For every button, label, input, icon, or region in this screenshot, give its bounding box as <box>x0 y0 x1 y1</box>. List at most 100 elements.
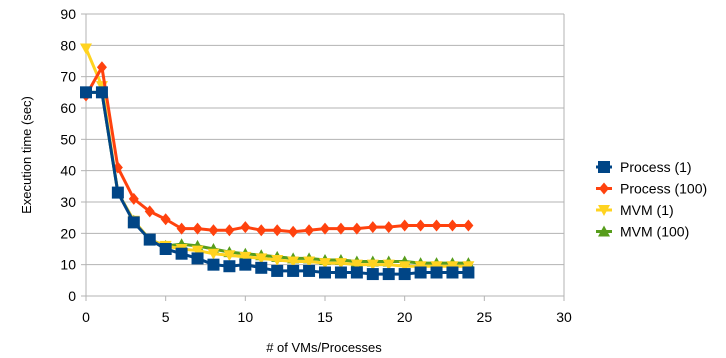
data-point <box>239 251 252 263</box>
legend-label: Process (1) <box>620 159 692 175</box>
legend-marker <box>598 161 610 173</box>
y-tick-label: 80 <box>60 37 76 53</box>
data-point <box>191 252 204 265</box>
data-point <box>463 219 474 232</box>
legend-label: MVM (100) <box>620 224 689 240</box>
data-point <box>207 248 220 260</box>
data-point <box>320 222 330 235</box>
data-point <box>304 224 315 237</box>
data-point <box>382 268 395 281</box>
legend-item: MVM (1) <box>596 202 674 218</box>
data-point <box>398 268 411 281</box>
data-point <box>95 86 108 99</box>
data-point <box>80 86 92 99</box>
data-point <box>223 250 236 262</box>
data-point <box>334 266 347 279</box>
y-tick-label: 90 <box>60 6 76 22</box>
data-point <box>144 205 155 218</box>
y-tick-label: 40 <box>60 163 76 179</box>
data-point <box>319 266 331 279</box>
data-point <box>462 266 475 279</box>
data-point <box>96 61 107 74</box>
data-point <box>239 258 252 271</box>
data-point <box>415 219 426 232</box>
data-point <box>127 216 140 229</box>
data-point <box>191 245 204 257</box>
data-point <box>272 224 283 237</box>
y-tick-label: 30 <box>60 194 76 210</box>
y-tick-label: 0 <box>68 288 76 304</box>
data-point <box>255 253 268 265</box>
legend-marker <box>598 205 610 216</box>
legend-marker <box>598 225 610 237</box>
data-point <box>111 186 124 199</box>
y-tick-label: 60 <box>60 100 76 116</box>
data-point <box>159 243 172 255</box>
data-point <box>431 219 442 232</box>
x-tick-label: 15 <box>317 309 333 325</box>
data-point <box>447 219 458 232</box>
x-tick-label: 5 <box>162 309 170 325</box>
data-point <box>350 266 363 279</box>
y-tick-label: 20 <box>60 225 76 241</box>
data-point <box>319 258 331 270</box>
data-point <box>446 266 459 279</box>
data-point <box>80 43 92 55</box>
x-tick-label: 10 <box>238 309 254 325</box>
y-tick-label: 50 <box>60 131 76 147</box>
data-point <box>287 264 300 277</box>
data-point <box>303 264 316 277</box>
data-point <box>335 222 346 235</box>
data-point <box>207 258 220 271</box>
x-tick-label: 20 <box>397 309 413 325</box>
x-tick-label: 30 <box>556 309 572 325</box>
data-point <box>192 222 203 235</box>
data-point <box>351 222 362 235</box>
legend-item: Process (100) <box>596 181 707 197</box>
series-process-100 <box>81 61 474 238</box>
data-point <box>240 221 251 234</box>
data-point <box>224 224 235 237</box>
tick-labels: 0 10 20 30 40 50 60 70 80 90 0 5 10 15 20 25 30 <box>60 6 572 325</box>
data-point <box>175 247 188 260</box>
data-point <box>288 225 299 238</box>
data-point <box>367 221 378 234</box>
x-axis-title: # of VMs/Processes <box>266 340 382 355</box>
legend: Process (1) Process (100) MVM (1) MVM (100) <box>596 159 707 240</box>
data-point <box>128 192 139 205</box>
data-point <box>160 213 171 226</box>
series-process-1 <box>80 86 475 281</box>
data-point <box>334 258 347 270</box>
data-point <box>176 222 187 235</box>
legend-marker <box>599 182 609 195</box>
data-point <box>303 256 316 268</box>
data-point <box>399 219 410 232</box>
y-tick-label: 10 <box>60 257 76 273</box>
data-point <box>271 264 284 277</box>
data-point <box>414 266 427 279</box>
x-tick-label: 0 <box>82 309 90 325</box>
data-point <box>143 233 156 246</box>
data-point <box>208 224 219 237</box>
data-point <box>255 261 268 274</box>
data-point <box>366 268 379 281</box>
series-layer <box>80 43 475 281</box>
data-point <box>223 260 236 273</box>
x-tick-label: 25 <box>477 309 493 325</box>
data-point <box>350 259 363 271</box>
grid-lines <box>86 13 564 297</box>
axes <box>81 13 565 301</box>
y-tick-label: 70 <box>60 69 76 85</box>
data-point <box>382 259 395 271</box>
data-point <box>398 261 411 273</box>
data-point <box>256 224 267 237</box>
data-point <box>287 256 300 268</box>
legend-item: Process (1) <box>596 159 692 175</box>
data-point <box>430 266 443 279</box>
data-point <box>383 221 394 234</box>
legend-item: MVM (100) <box>596 224 689 240</box>
y-axis-title: Execution time (sec) <box>19 96 34 214</box>
data-point <box>271 254 284 266</box>
legend-label: Process (100) <box>620 181 707 197</box>
